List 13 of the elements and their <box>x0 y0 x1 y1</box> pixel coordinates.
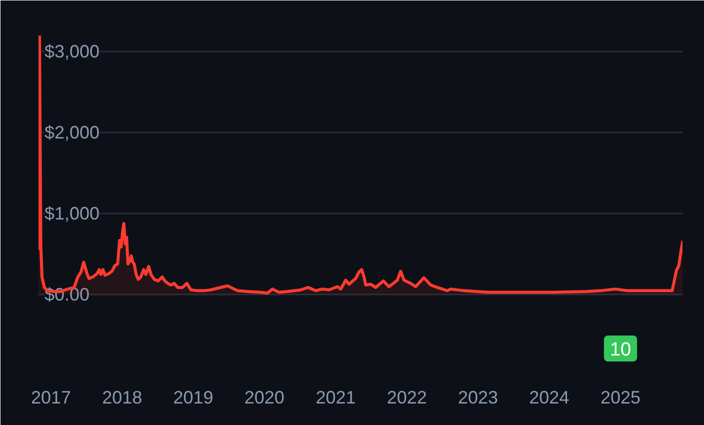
y-tick-label: $2,000 <box>44 122 100 143</box>
x-tick-label: 2024 <box>529 388 570 408</box>
x-tick-label: 2023 <box>458 388 498 408</box>
x-tick-label: 2018 <box>102 388 142 408</box>
x-tick-label: 2017 <box>30 388 71 408</box>
y-tick-label: $1,000 <box>44 204 100 224</box>
x-tick-label: 2025 <box>600 388 641 408</box>
x-tick-label: 2020 <box>244 388 284 408</box>
annotation: 10 <box>610 340 632 360</box>
x-tick-label: 2022 <box>386 388 427 408</box>
y-tick-label: $3,000 <box>44 42 100 62</box>
x-tick-label: 2019 <box>173 388 214 408</box>
x-tick-label: 2021 <box>316 388 356 408</box>
